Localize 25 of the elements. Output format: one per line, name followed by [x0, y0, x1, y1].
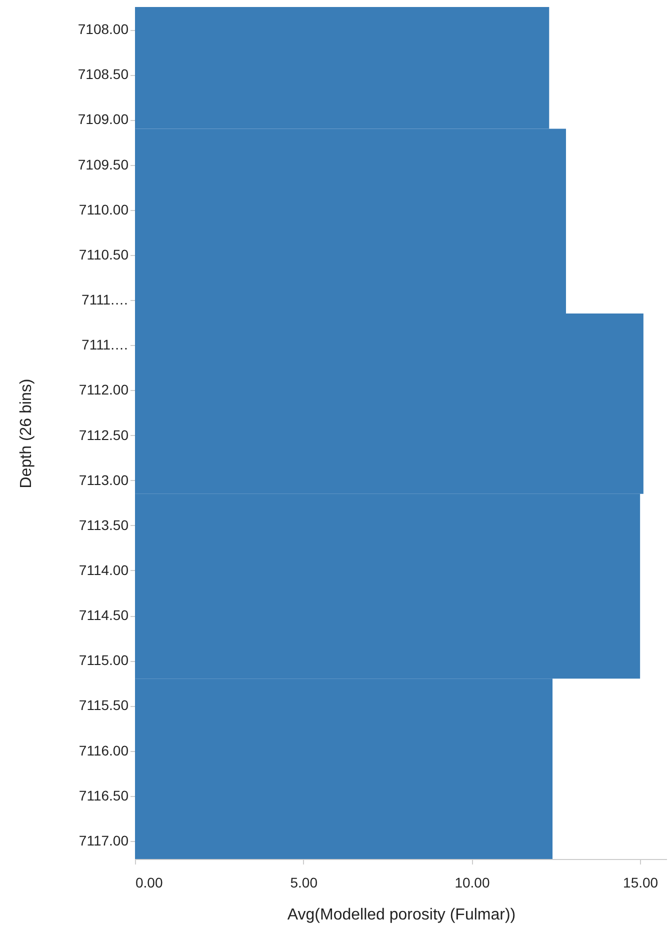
y-axis-title: Depth (26 bins) [18, 378, 35, 488]
y-tick-label: 7114.50 [78, 607, 129, 624]
y-tick-label: 7110.00 [78, 201, 129, 218]
y-tick-label: 7115.00 [78, 652, 129, 668]
y-tick-label: 7112.50 [78, 426, 129, 443]
x-tick-label: 0.00 [136, 874, 163, 890]
x-tick-label: 10.00 [454, 874, 490, 890]
y-tick-label: 7108.50 [78, 66, 129, 82]
x-tick-label: 15.00 [623, 874, 658, 890]
y-tick-label: 7109.00 [78, 111, 129, 128]
y-tick-label: 7116.50 [78, 787, 129, 804]
y-tick-label: 7111.… [82, 336, 128, 353]
y-tick-label: 7114.00 [78, 562, 129, 578]
y-tick-label: 7117.00 [78, 832, 129, 848]
y-tick-label: 7113.50 [78, 516, 129, 533]
y-tick-label: 7108.00 [78, 21, 129, 38]
y-tick-label: 7112.00 [78, 382, 129, 398]
y-tick-label: 7110.50 [78, 246, 129, 262]
y-tick-label: 7111.… [82, 292, 128, 308]
y-tick-label: 7109.50 [78, 156, 129, 172]
y-tick-label: 7113.00 [78, 472, 129, 488]
x-axis-title: Avg(Modelled porosity (Fulmar)) [287, 906, 516, 924]
y-tick-label: 7116.00 [78, 742, 129, 758]
y-tick-label: 7115.50 [78, 697, 129, 714]
x-tick-label: 5.00 [290, 874, 318, 890]
